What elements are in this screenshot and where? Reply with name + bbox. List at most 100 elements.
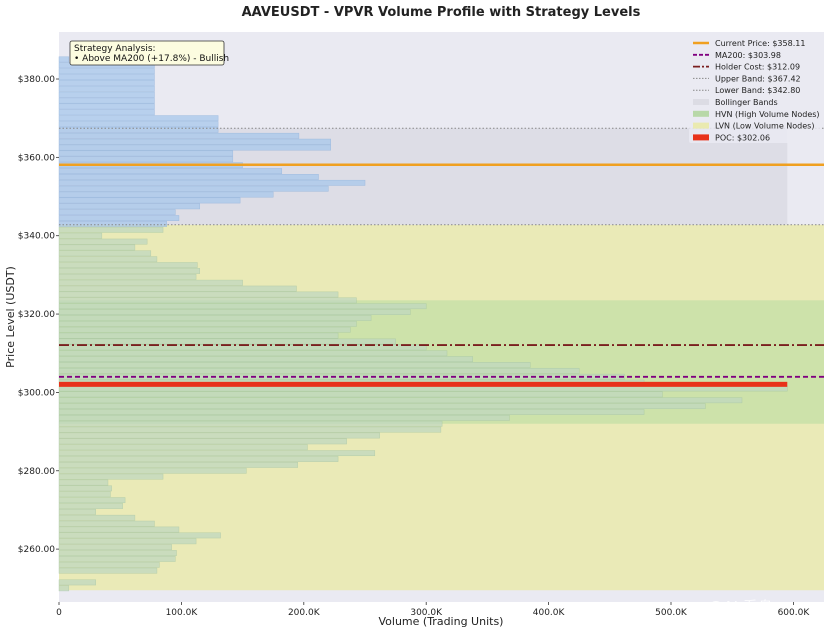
volume-bar xyxy=(58,497,126,504)
legend-bollinger-swatch xyxy=(693,99,709,105)
volume-bar xyxy=(58,585,70,592)
x-axis: 0 100.0K 200.0K 300.0K 400.0K 500.0K 600.0K xyxy=(56,602,810,618)
poc-bar xyxy=(59,381,788,387)
volume-bar xyxy=(58,103,155,110)
volume-bar xyxy=(58,550,177,556)
volume-bar xyxy=(58,520,155,527)
volume-bar xyxy=(58,338,396,345)
legend: Current Price: $358.11 MA200: $303.98 Hold… xyxy=(689,37,821,143)
y-tick-label: $280.00 xyxy=(18,467,55,477)
volume-bar xyxy=(58,285,297,292)
volume-bar xyxy=(58,438,347,445)
legend-lvn-label: LVN (Low Volume Nodes) xyxy=(715,122,814,131)
volume-bar xyxy=(58,467,247,474)
volume-bar xyxy=(58,514,136,521)
legend-current-price-label: Current Price: $358.11 xyxy=(715,39,805,48)
volume-bar xyxy=(58,526,180,533)
volume-bar xyxy=(58,579,96,586)
x-axis-label: Volume (Trading Units) xyxy=(379,615,504,628)
volume-bar xyxy=(58,485,112,492)
volume-bar xyxy=(58,367,580,374)
volume-bar xyxy=(58,397,743,404)
volume-bar xyxy=(58,303,427,310)
y-tick-label: $300.00 xyxy=(18,388,55,398)
annotation-heading: Strategy Analysis: xyxy=(74,44,156,54)
volume-bar xyxy=(58,80,155,86)
volume-bar xyxy=(58,91,155,98)
y-tick-label: $320.00 xyxy=(18,310,55,320)
legend-poc-swatch xyxy=(693,134,709,141)
legend-upper-band-label: Upper Band: $367.42 xyxy=(715,74,801,83)
volume-bar xyxy=(58,144,331,151)
volume-bar xyxy=(58,538,197,545)
volume-bar xyxy=(58,97,155,104)
legend-lvn-swatch xyxy=(693,122,709,129)
volume-bar xyxy=(58,268,201,274)
volume-bar xyxy=(58,544,172,551)
volume-bar xyxy=(58,350,448,357)
volume-bar xyxy=(58,532,221,539)
x-tick-label: 200.0K xyxy=(288,608,321,618)
volume-bar xyxy=(58,262,198,268)
volume-bar xyxy=(58,56,70,63)
annotation-box xyxy=(69,40,225,66)
legend-ma200-label: MA200: $303.98 xyxy=(715,51,781,60)
volume-bar xyxy=(58,232,103,239)
y-axis: $260.00 $280.00 $300.00 $320.00 $340.00 $360.… xyxy=(18,75,59,555)
volume-bar xyxy=(58,168,283,174)
volume-bar xyxy=(58,215,180,221)
x-tick-label: 600.0K xyxy=(778,608,811,618)
legend-hvn-swatch xyxy=(693,110,709,117)
volume-bar xyxy=(58,432,380,439)
watermark: ◇ @AI 看盘 xyxy=(692,598,773,616)
volume-bar xyxy=(58,320,357,327)
legend-bollinger-label: Bollinger Bands xyxy=(715,98,778,107)
volume-bar xyxy=(58,456,339,462)
legend-holder-cost-label: Holder Cost: $312.09 xyxy=(715,63,800,72)
volume-bar xyxy=(58,279,243,286)
x-tick-label: 500.0K xyxy=(655,608,688,618)
volume-bar xyxy=(58,244,136,251)
volume-bar xyxy=(58,362,531,368)
volume-bar xyxy=(58,197,241,204)
volume-bar xyxy=(58,226,164,233)
volume-bar xyxy=(58,479,109,486)
volume-bar xyxy=(58,250,152,257)
volume-bar xyxy=(58,426,442,433)
volume-bar xyxy=(58,309,411,315)
y-tick-label: $380.00 xyxy=(18,75,55,85)
volume-bar xyxy=(58,409,645,415)
volume-bar xyxy=(58,121,219,127)
volume-bar xyxy=(58,461,298,468)
volume-bar xyxy=(58,109,155,116)
legend-lower-band-label: Lower Band: $342.80 xyxy=(715,86,800,95)
x-tick-label: 400.0K xyxy=(533,608,566,618)
volume-bar xyxy=(58,85,155,92)
y-axis-label: Price Level (USDT) xyxy=(4,266,17,368)
volume-bar xyxy=(58,403,706,410)
volume-bar xyxy=(58,297,357,304)
volume-bar xyxy=(58,509,96,515)
y-tick-label: $360.00 xyxy=(18,153,55,163)
volume-bar xyxy=(58,315,372,321)
volume-bar xyxy=(58,420,443,427)
volume-bar xyxy=(58,326,351,333)
volume-bar xyxy=(58,150,234,157)
volume-bar xyxy=(58,132,300,139)
volume-bar xyxy=(58,332,339,339)
volume-bar xyxy=(58,238,148,245)
volume-bar xyxy=(58,203,201,210)
volume-bar xyxy=(58,356,473,363)
volume-bar xyxy=(58,473,164,480)
volume-bar xyxy=(58,191,274,198)
x-tick-label: 0 xyxy=(56,608,62,618)
volume-bar xyxy=(58,556,176,562)
volume-bar xyxy=(58,209,176,216)
volume-bar xyxy=(58,414,510,421)
legend-poc-label: POC: $302.06 xyxy=(715,133,770,142)
volume-bar xyxy=(58,68,155,75)
volume-bar xyxy=(58,561,160,568)
volume-bar xyxy=(58,256,158,263)
volume-bar xyxy=(58,291,339,298)
volume-bar xyxy=(58,503,123,509)
